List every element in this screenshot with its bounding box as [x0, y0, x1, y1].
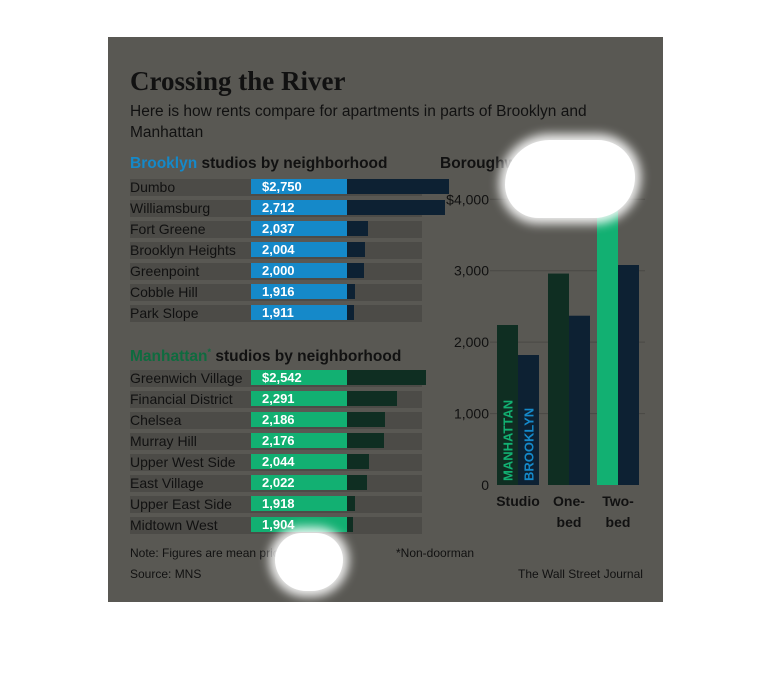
bar-highlight: [251, 412, 347, 427]
bar-row: East Village 2,022: [130, 473, 422, 494]
bar-row: Dumbo $2,750: [130, 177, 449, 198]
category-label: Upper West Side: [130, 454, 236, 470]
bar-highlight: [251, 370, 347, 385]
data-label: 2,176: [262, 433, 295, 448]
category-label: Park Slope: [130, 305, 199, 321]
data-label: 2,004: [262, 242, 295, 257]
bar-highlight: [251, 496, 347, 511]
bar-highlight: [251, 284, 347, 299]
data-label: 1,916: [262, 284, 295, 299]
data-label: 1,904: [262, 517, 295, 532]
column-brooklyn: [569, 315, 590, 485]
overlay-blob-top: [505, 140, 635, 218]
category-label: Greenpoint: [130, 263, 200, 279]
bar-row: Greenpoint 2,000: [130, 261, 422, 282]
category-label: East Village: [130, 475, 204, 491]
category-label: Upper East Side: [130, 496, 232, 512]
chart-title: Crossing the River: [130, 66, 346, 96]
data-label: 2,000: [262, 263, 295, 278]
data-label: 2,044: [262, 454, 295, 469]
source-text: Source: MNS: [130, 567, 202, 581]
category-label: Fort Greene: [130, 221, 206, 237]
data-label: 2,712: [262, 200, 295, 215]
column-brooklyn: [518, 355, 539, 485]
data-label: 2,291: [262, 391, 295, 406]
credit-text: The Wall Street Journal: [518, 567, 643, 581]
series-label: BROOKLYN: [522, 408, 537, 481]
series-label: MANHATTAN: [501, 400, 516, 481]
y-tick-label: $4,000: [446, 191, 489, 207]
category-label: Midtown West: [130, 517, 218, 533]
bar-highlight: [251, 221, 347, 236]
footnote-text: *Non-doorman: [396, 546, 475, 560]
category-label: bed: [557, 514, 582, 530]
category-label: Brooklyn Heights: [130, 242, 236, 258]
bar-row: Park Slope 1,911: [130, 303, 422, 324]
category-label: Two-: [602, 493, 634, 509]
bar-row: Greenwich Village $2,542: [130, 368, 426, 389]
bar-highlight: [251, 179, 347, 194]
data-label: 1,918: [262, 496, 295, 511]
brooklyn-bar-chart: Dumbo $2,750 Williamsburg 2,712 Fort Greene 2…: [130, 177, 449, 324]
manhattan-section-rest: studios by neighborhood: [211, 348, 402, 366]
bar-row: Chelsea 2,186: [130, 410, 422, 431]
brooklyn-section-rest: studios by neighborhood: [197, 155, 388, 172]
bar-highlight: [251, 263, 347, 278]
manhattan-bar-chart: Greenwich Village $2,542 Financial Distric…: [130, 368, 426, 536]
data-label: 2,022: [262, 475, 295, 490]
manhattan-highlight: Manhattan: [130, 348, 208, 366]
bar-row: Upper West Side 2,044: [130, 452, 422, 473]
bar-row: Midtown West 1,904: [130, 515, 422, 536]
data-label: 2,037: [262, 221, 295, 236]
bar-row: Murray Hill 2,176: [130, 431, 422, 452]
data-label: 2,186: [262, 412, 295, 427]
category-label: Financial District: [130, 391, 233, 407]
bar-highlight: [251, 391, 347, 406]
column-brooklyn: [618, 265, 639, 485]
bar-highlight: [251, 454, 347, 469]
bar-row: Cobble Hill 1,916: [130, 282, 422, 303]
bar-row: Financial District 2,291: [130, 389, 422, 410]
category-label: Dumbo: [130, 179, 176, 195]
bar-highlight: [251, 475, 347, 490]
category-label: bed: [606, 514, 631, 530]
manhattan-footnote-mark: *: [207, 347, 212, 357]
category-label: One-: [553, 493, 585, 509]
bar-highlight: [251, 433, 347, 448]
y-tick-label: 2,000: [454, 334, 489, 350]
column-manhattan: [597, 188, 618, 486]
brooklyn-section-title: Brooklyn studios by neighborhood: [130, 155, 387, 173]
bar-row: Upper East Side 1,918: [130, 494, 422, 515]
brooklyn-highlight: Brooklyn: [130, 155, 198, 172]
y-tick-label: 1,000: [454, 406, 489, 422]
data-label: $2,750: [262, 179, 302, 194]
overlay-blob-bottom: [275, 533, 343, 591]
category-label: Studio: [496, 493, 540, 509]
bar-row: Fort Greene 2,037: [130, 219, 422, 240]
bar-highlight: [251, 200, 347, 215]
y-tick-label: 0: [481, 477, 489, 493]
data-label: 1,911: [262, 305, 294, 320]
bar-highlight: [251, 517, 347, 532]
category-label: Cobble Hill: [130, 284, 198, 300]
column-manhattan: [548, 273, 569, 485]
category-label: Chelsea: [130, 412, 182, 428]
category-label: Williamsburg: [130, 200, 211, 216]
manhattan-section-title: Manhattan* studios by neighborhood: [130, 347, 401, 366]
category-label: Greenwich Village: [130, 370, 243, 386]
bar-row: Brooklyn Heights 2,004: [130, 240, 422, 261]
bar-highlight: [251, 305, 347, 320]
chart-subtitle: Here is how rents compare for apartments…: [130, 103, 587, 141]
bar-row: Williamsburg 2,712: [130, 198, 445, 219]
data-label: $2,542: [262, 370, 302, 385]
y-tick-label: 3,000: [454, 263, 489, 279]
column-manhattan: [497, 325, 518, 485]
category-label: Murray Hill: [130, 433, 197, 449]
bar-highlight: [251, 242, 347, 257]
